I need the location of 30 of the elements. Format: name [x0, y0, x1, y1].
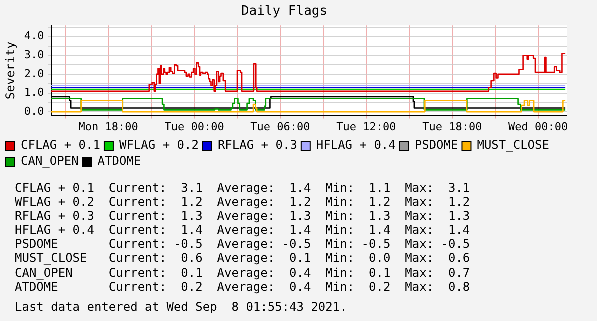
legend-label: WFLAG + 0.2	[119, 138, 199, 152]
y-tick-label: 0.0	[24, 104, 44, 118]
legend-label: MUST_CLOSE	[477, 138, 550, 152]
x-tick-label: Tue 06:00	[250, 120, 310, 134]
text: HFLAG + 0.4 Current: 1.4 Average: 1.4 Min: 1.4 Max: 1.4	[15, 223, 470, 238]
x-tick-label: Wed 00:00	[508, 120, 568, 134]
text: PSDOME Current: -0.5 Average: -0.5 Min: -0.5 Max: -0.5	[15, 237, 470, 252]
y-tick-label: 2.0	[24, 67, 44, 80]
legend-label: RFLAG + 0.3	[218, 138, 298, 152]
legend-label: CAN_OPEN	[21, 154, 79, 168]
legend-label: PSDOME	[414, 138, 458, 152]
legend-label: HFLAG + 0.4	[316, 138, 396, 152]
x-tick-label: Mon 18:00	[78, 120, 138, 134]
y-tick-label: 4.0	[24, 30, 44, 43]
text: CFLAG + 0.1 Current: 3.1 Average: 1.4 Min: 1.1 Max: 3.1	[15, 181, 470, 196]
y-tick-label: 3.0	[24, 48, 44, 62]
x-tick-label: Tue 18:00	[422, 120, 482, 134]
text: RFLAG + 0.3 Current: 1.3 Average: 1.3 Min: 1.3 Max: 1.3	[15, 209, 470, 224]
y-tick-label: 1.0	[24, 86, 44, 100]
text: ATDOME Current: 0.2 Average: 0.4 Min: 0.2 Max: 0.8	[15, 280, 470, 294]
chart-title: Daily Flags	[241, 4, 328, 20]
y-axis-title: Severity	[3, 42, 18, 100]
x-tick-label: Tue 12:00	[336, 120, 396, 134]
legend-label: CFLAG + 0.1	[21, 138, 100, 152]
text: CAN_OPEN Current: 0.1 Average: 0.4 Min: 0.1 Max: 0.7	[15, 266, 470, 280]
text: MUST_CLOSE Current: 0.6 Average: 0.1 Min: 0.0 Max: 0.6	[15, 251, 470, 266]
text: WFLAG + 0.2 Current: 1.2 Average: 1.2 Min: 1.2 Max: 1.2	[15, 195, 470, 210]
text: Last data entered at Wed Sep 8 01:55:43 2021.	[15, 300, 348, 314]
legend-label: ATDOME	[98, 154, 142, 168]
x-tick-label: Tue 00:00	[164, 120, 224, 134]
